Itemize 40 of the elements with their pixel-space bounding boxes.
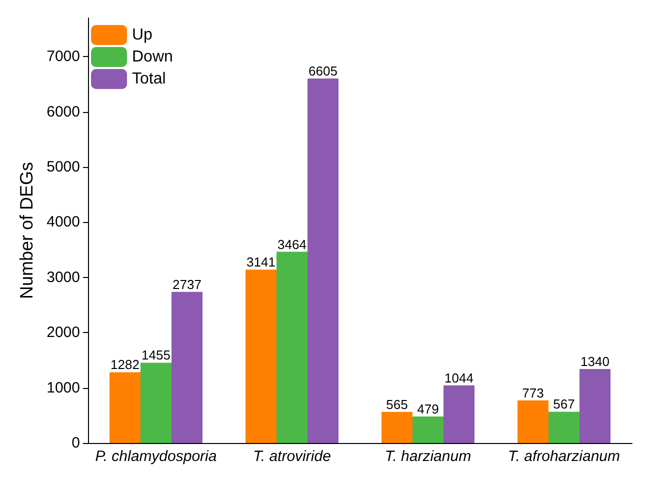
bar <box>518 400 548 443</box>
x-tick-label: T. afroharzianum <box>508 448 620 465</box>
data-label: 565 <box>386 396 408 412</box>
y-tick-label: 1000 <box>46 379 80 396</box>
data-label: 3464 <box>278 236 306 252</box>
bar <box>382 412 412 443</box>
bar <box>246 270 276 443</box>
bar <box>580 369 610 443</box>
y-axis-title: Number of DEGs <box>16 162 37 300</box>
data-label: 1044 <box>444 370 474 386</box>
data-label: 1340 <box>580 354 610 370</box>
y-tick-label: 3000 <box>46 268 80 286</box>
x-tick-label: T. harzianum <box>384 448 472 465</box>
bar <box>110 372 140 443</box>
y-tick-label: 6000 <box>46 103 80 120</box>
y-tick-label: 0 <box>72 434 80 452</box>
legend-label: Down <box>132 48 173 66</box>
x-tick-label: P. chlamydosporia <box>95 448 217 465</box>
bar <box>308 78 338 443</box>
legend-label: Total <box>132 70 166 88</box>
data-label: 567 <box>553 396 575 412</box>
data-label: 1282 <box>110 357 140 372</box>
bar <box>548 412 580 443</box>
y-tick-label: 4000 <box>46 214 80 231</box>
bar <box>276 252 308 443</box>
data-label: 773 <box>522 385 544 400</box>
legend-label: Up <box>132 26 153 44</box>
data-label: 2737 <box>172 276 202 292</box>
bar <box>444 385 474 443</box>
x-tick-label: T. atroviride <box>253 448 331 465</box>
data-label: 1455 <box>142 348 170 363</box>
bar <box>412 416 444 443</box>
data-label: 3141 <box>246 254 276 270</box>
bar <box>172 292 202 443</box>
bar <box>140 362 172 443</box>
y-tick-label: 2000 <box>46 324 80 342</box>
y-tick-label: 7000 <box>46 48 80 66</box>
data-label: 6605 <box>308 63 338 78</box>
y-tick-label: 5000 <box>46 158 80 176</box>
data-label: 479 <box>417 402 439 417</box>
